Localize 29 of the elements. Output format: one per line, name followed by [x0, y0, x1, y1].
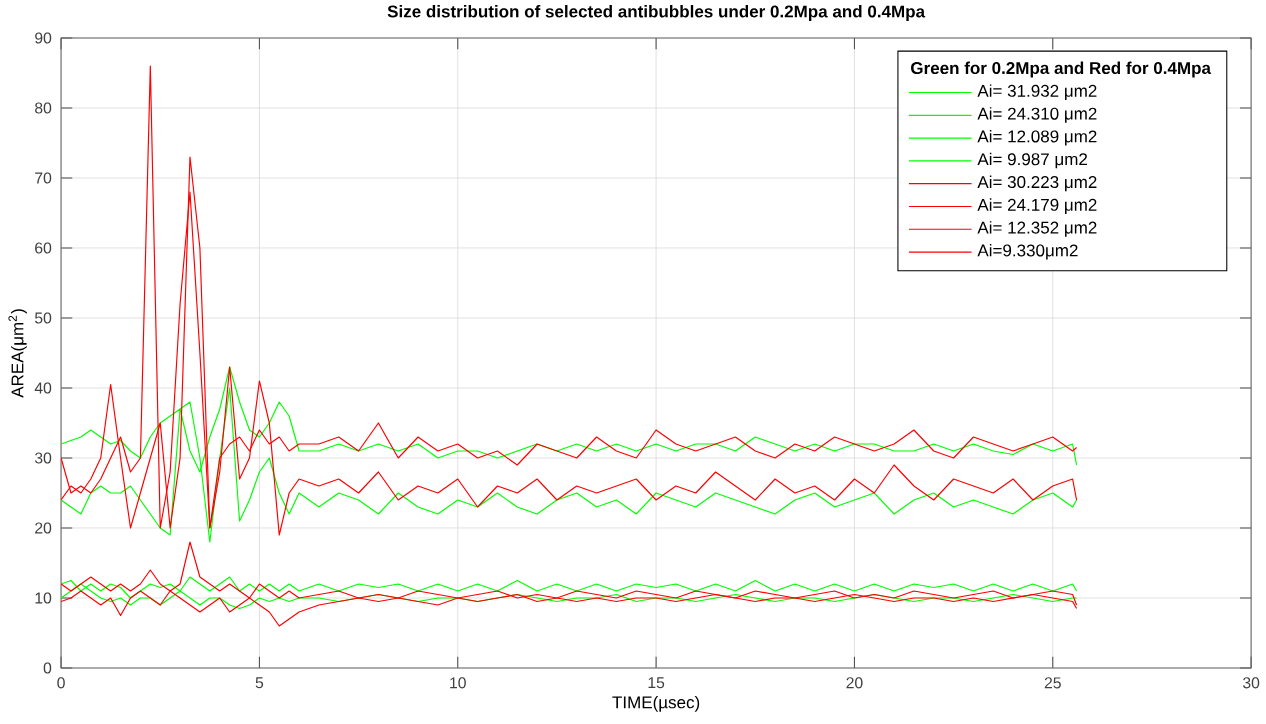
- x-tick-label: 30: [1243, 677, 1260, 689]
- y-tick-label: 60: [35, 242, 52, 254]
- y-tick-label: 20: [35, 522, 52, 534]
- y-tick-label: 40: [34, 382, 52, 394]
- x-tick-label: 20: [846, 677, 863, 689]
- y-tick-label: 90: [35, 32, 52, 44]
- x-axis-title: TIME(µsec): [612, 695, 700, 712]
- y-tick-label: 10: [35, 592, 52, 604]
- legend-label: Ai= 31.932 μm2: [977, 84, 1097, 101]
- y-tick-label: 0: [43, 662, 52, 674]
- x-tick-label: 25: [1044, 677, 1061, 689]
- y-tick-label: 50: [34, 312, 52, 324]
- x-tick-label: 5: [255, 677, 264, 689]
- legend-label: Ai= 24.179 μm2: [977, 198, 1097, 214]
- y-tick-label: 80: [35, 102, 52, 114]
- legend-label: Ai= 9.987 μm2: [977, 152, 1087, 169]
- x-tick-label: 15: [648, 677, 665, 689]
- legend-label: Ai= 24.310 μm2: [977, 107, 1097, 123]
- x-tick-label: 10: [450, 677, 466, 689]
- legend-label: Ai=9.330μm2: [977, 244, 1078, 260]
- x-tick-label: 0: [57, 677, 65, 689]
- y-tick-label: 30: [34, 452, 52, 464]
- chart-title: Size distribution of selected antibubbles under 0.2Mpa and 0.4Mpa: [387, 5, 926, 21]
- legend-label: Ai= 12.089 μm2: [977, 130, 1097, 146]
- legend-title: Green for 0.2Mpa and Red for 0.4Mpa: [911, 61, 1212, 78]
- legend-label: Ai= 30.223 μm2: [977, 175, 1097, 192]
- legend-label: Ai= 12.352 μm2: [977, 221, 1097, 237]
- y-tick-label: 70: [35, 172, 52, 184]
- y-axis-title: AREA(μm$^{2}$): [8, 309, 27, 398]
